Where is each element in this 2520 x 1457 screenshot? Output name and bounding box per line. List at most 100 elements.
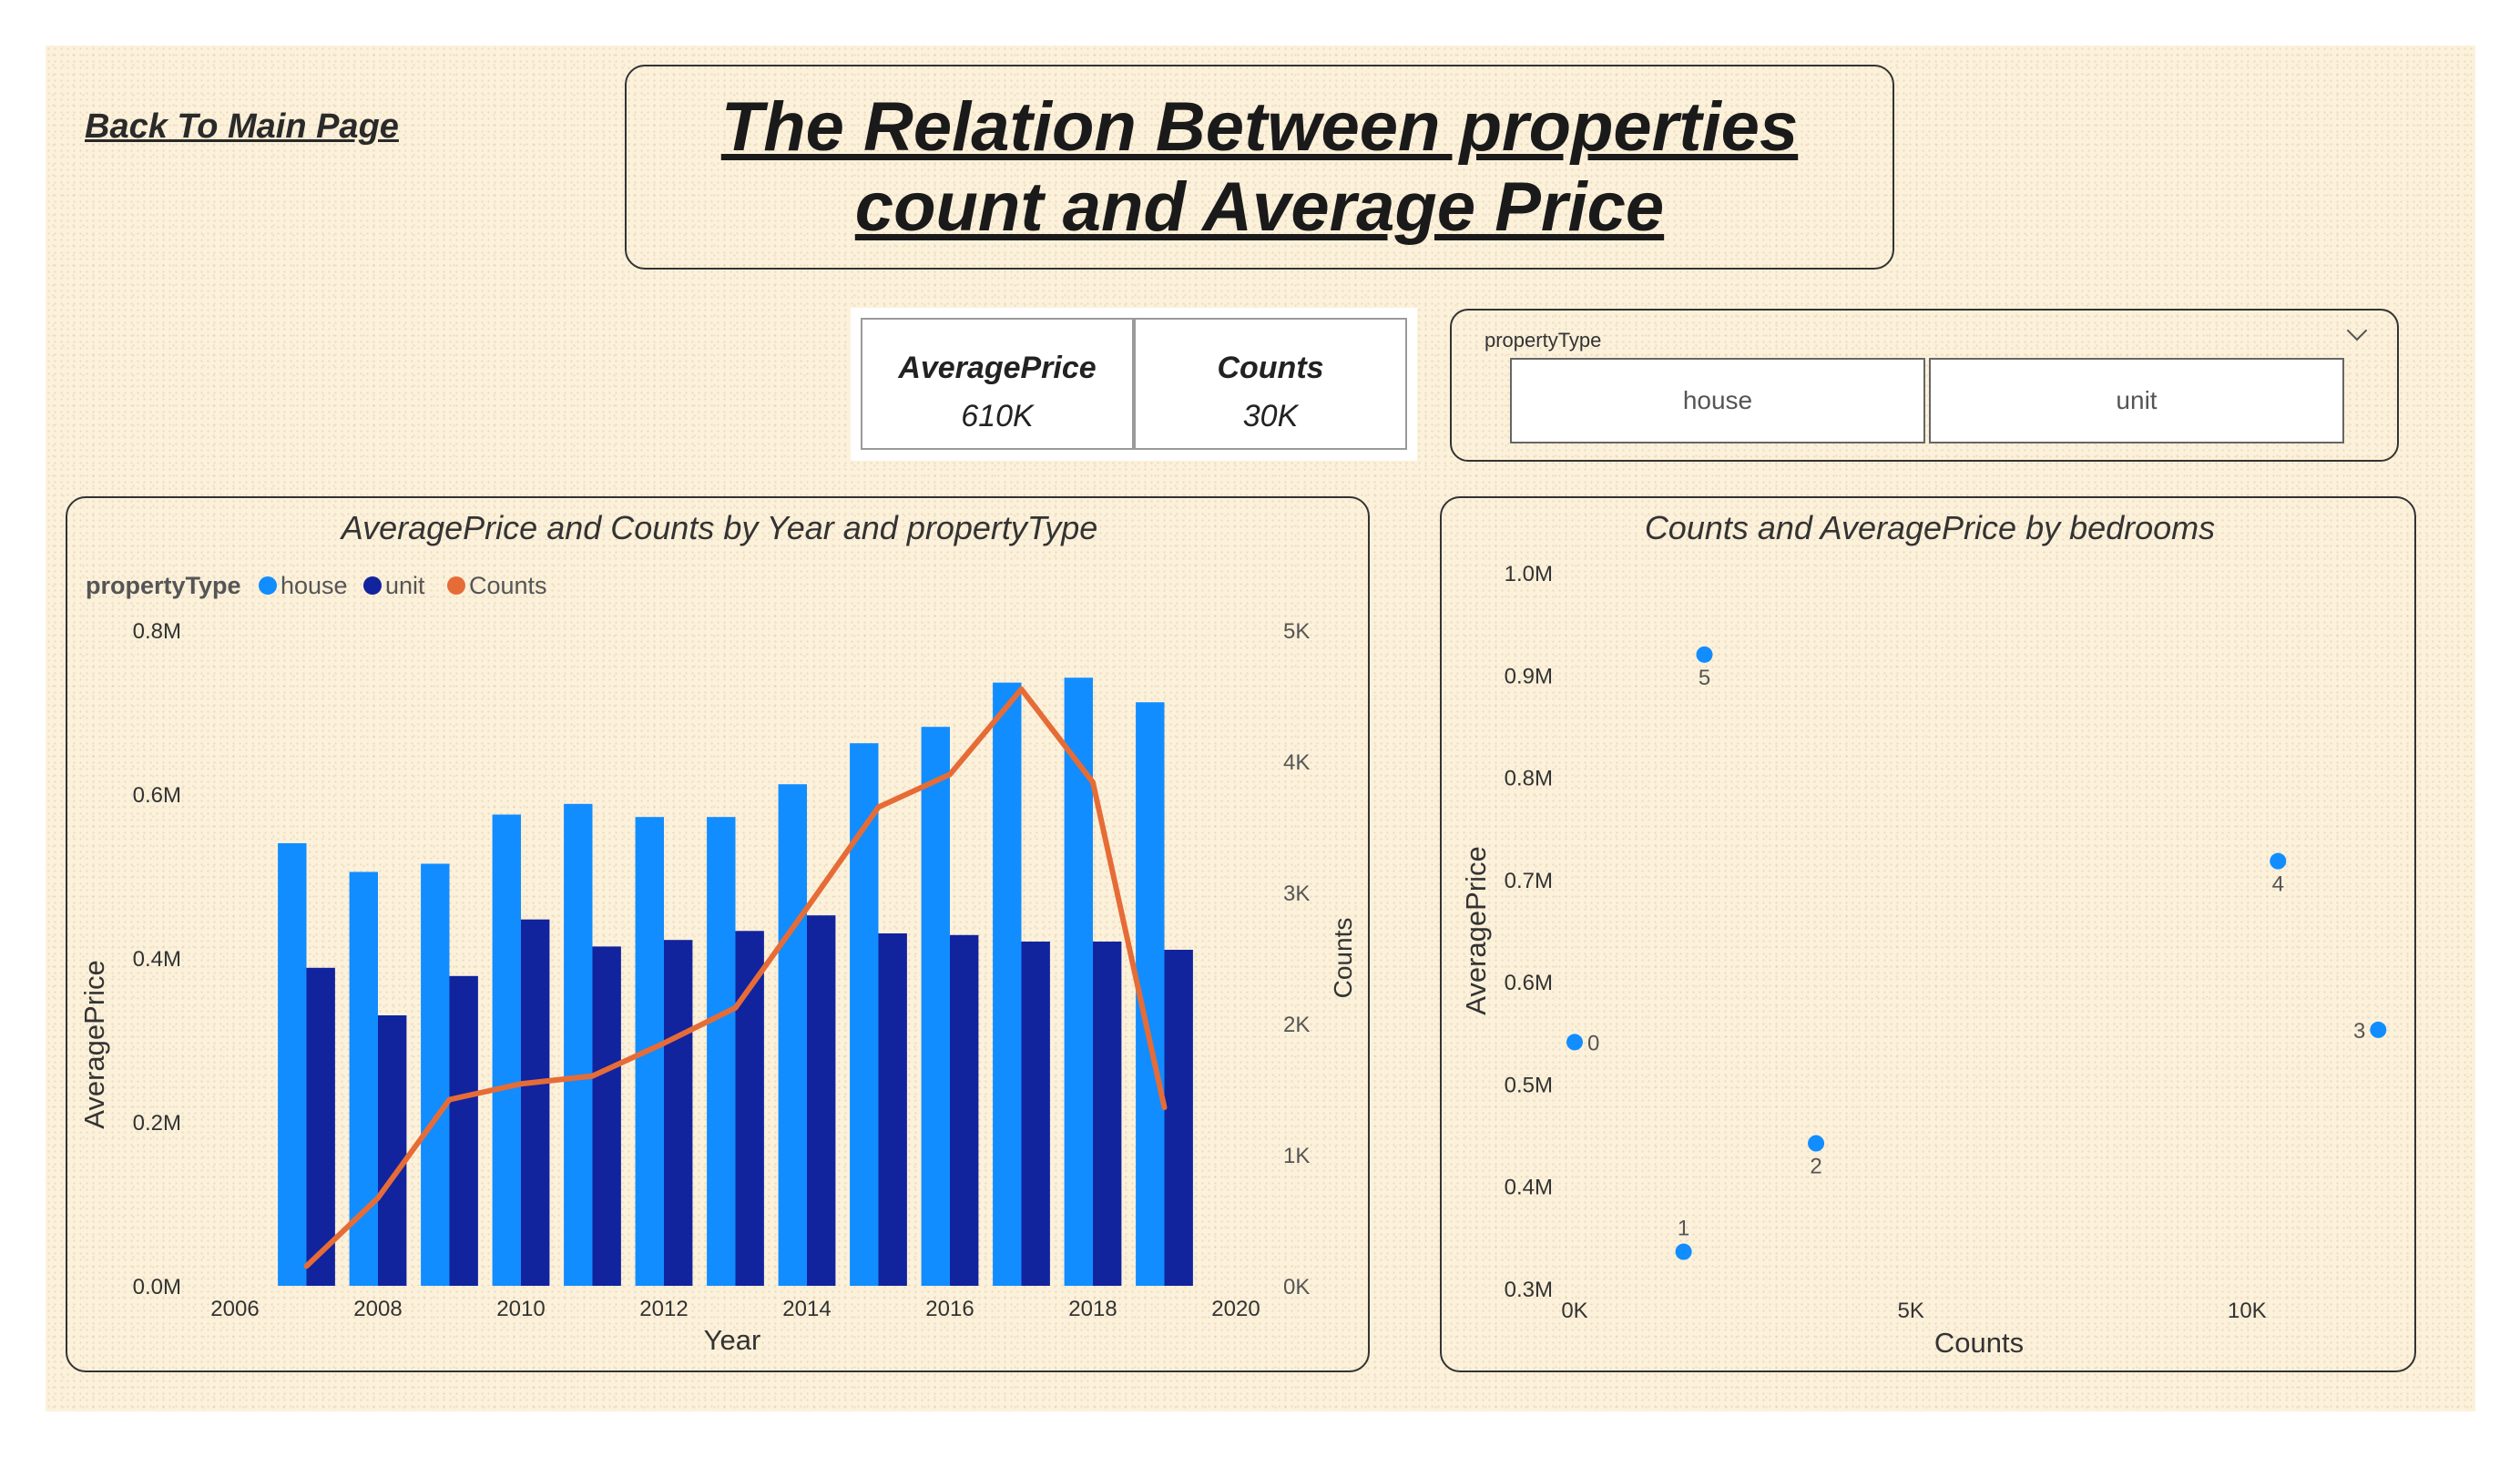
- y2-tick-label: 1K: [1283, 1144, 1310, 1168]
- scatter-point: [1808, 1135, 1825, 1152]
- scatter-chart: Counts and AveragePrice by bedrooms 0.3M…: [1460, 509, 2387, 1359]
- kpi-value: 30K: [1242, 399, 1299, 433]
- y2-tick-label: 5K: [1283, 619, 1310, 644]
- x-tick-label: 2008: [353, 1297, 402, 1321]
- scatter-point: [1696, 646, 1713, 663]
- x-tick-label: 2012: [639, 1297, 688, 1321]
- y2-tick-label: 0K: [1283, 1275, 1310, 1299]
- y-tick-label: 0.0M: [133, 1275, 181, 1299]
- point-label: 2: [1810, 1155, 1821, 1179]
- title-box: The Relation Between properties count an…: [625, 65, 1894, 270]
- bar-unit: [1021, 942, 1050, 1286]
- x-tick-label: 2018: [1068, 1297, 1117, 1321]
- combo-chart: AveragePrice and Counts by Year and prop…: [78, 509, 1357, 1356]
- y-tick-label: 0.6M: [1505, 971, 1553, 995]
- y-tick-label: 0.6M: [133, 783, 181, 808]
- back-to-main-link[interactable]: Back To Main Page: [85, 107, 399, 146]
- y-tick-label: 0.7M: [1505, 869, 1553, 893]
- chart-title: AveragePrice and Counts by Year and prop…: [340, 509, 1098, 546]
- x-tick-label: 2020: [1211, 1297, 1260, 1321]
- bar-unit: [664, 940, 693, 1286]
- legend: house unit Counts: [259, 572, 547, 599]
- x-tick-label: 2010: [496, 1297, 545, 1321]
- bar-unit: [807, 915, 836, 1286]
- y-axis-label: AveragePrice: [1460, 846, 1492, 1015]
- y-tick-label: 0.3M: [1505, 1278, 1553, 1302]
- scatter-point: [2270, 852, 2287, 870]
- slicer-option-unit[interactable]: unit: [1929, 358, 2344, 443]
- bar-house: [850, 743, 879, 1286]
- x-axis-label: Year: [704, 1324, 761, 1356]
- y-tick-label: 0.9M: [1505, 664, 1553, 688]
- y-tick-label: 0.5M: [1505, 1073, 1553, 1097]
- slicer-option-house[interactable]: house: [1510, 358, 1925, 443]
- x-tick-label: 2006: [210, 1297, 259, 1321]
- legend-marker-unit: [363, 576, 382, 595]
- kpi-label: Counts: [1217, 351, 1324, 385]
- point-label: 5: [1699, 666, 1710, 690]
- bar-house: [564, 803, 593, 1286]
- bar-unit: [521, 919, 550, 1286]
- legend-label-counts: Counts: [469, 572, 547, 599]
- bar-unit: [449, 975, 478, 1286]
- property-type-slicer: propertyType house unit: [1450, 309, 2399, 462]
- legend-title: propertyType: [86, 572, 241, 599]
- bar-house: [707, 817, 736, 1286]
- bar-house: [349, 871, 378, 1286]
- bar-unit: [1164, 950, 1193, 1286]
- legend-marker-counts: [447, 576, 465, 595]
- bar-unit: [592, 946, 621, 1286]
- y2-tick-label: 2K: [1283, 1013, 1310, 1037]
- kpi-average-price: AveragePrice 610K: [861, 318, 1134, 450]
- bar-house: [993, 682, 1022, 1286]
- y-tick-label: 0.4M: [1505, 1176, 1553, 1200]
- bar-house: [421, 863, 450, 1286]
- chart-title: Counts and AveragePrice by bedrooms: [1645, 509, 2215, 546]
- slicer-title: propertyType: [1484, 329, 1602, 352]
- point-label: 4: [2272, 872, 2284, 897]
- kpi-card: AveragePrice 610K Counts 30K: [851, 308, 1417, 461]
- bar-unit: [378, 1015, 407, 1286]
- legend-marker-house: [259, 576, 277, 595]
- y2-tick-label: 3K: [1283, 881, 1310, 906]
- bar-unit: [306, 967, 335, 1286]
- bar-house: [778, 784, 807, 1286]
- bar-house: [278, 843, 307, 1286]
- scatter-point: [2370, 1021, 2387, 1038]
- x-tick-label: 0K: [1561, 1299, 1587, 1323]
- x-axis-label: Counts: [1934, 1327, 2024, 1359]
- bar-house: [492, 814, 521, 1286]
- point-label: 3: [2353, 1019, 2365, 1044]
- y-tick-label: 0.4M: [133, 947, 181, 972]
- point-label: 1: [1678, 1217, 1689, 1241]
- scatter-chart-panel: Counts and AveragePrice by bedrooms 0.3M…: [1440, 496, 2416, 1372]
- x-tick-label: 2016: [925, 1297, 974, 1321]
- bar-house: [1064, 678, 1093, 1286]
- point-label: 0: [1587, 1031, 1599, 1055]
- bar-unit: [1093, 942, 1122, 1286]
- page-title: The Relation Between properties count an…: [720, 87, 1799, 246]
- bar-unit: [950, 934, 979, 1286]
- y2-tick-label: 4K: [1283, 750, 1310, 775]
- legend-label-unit: unit: [385, 572, 425, 599]
- kpi-value: 610K: [961, 399, 1034, 433]
- x-tick-label: 2014: [782, 1297, 831, 1321]
- line-counts: [303, 686, 1168, 1269]
- chevron-down-icon[interactable]: [2346, 320, 2368, 341]
- y-tick-label: 0.2M: [133, 1111, 181, 1136]
- y-tick-label: 0.8M: [1505, 767, 1553, 791]
- legend-label-house: house: [281, 572, 348, 599]
- kpi-counts: Counts 30K: [1134, 318, 1407, 450]
- combo-chart-panel: AveragePrice and Counts by Year and prop…: [66, 496, 1370, 1372]
- x-tick-label: 5K: [1897, 1299, 1923, 1323]
- scatter-point: [1675, 1243, 1692, 1260]
- y2-axis-label: Counts: [1329, 918, 1357, 999]
- y-tick-label: 1.0M: [1505, 562, 1553, 586]
- x-tick-label: 10K: [2228, 1299, 2267, 1323]
- scatter-point: [1566, 1034, 1583, 1051]
- bar-unit: [878, 933, 907, 1286]
- bar-house: [921, 727, 950, 1286]
- y-tick-label: 0.8M: [133, 619, 181, 644]
- y-axis-label: AveragePrice: [78, 960, 110, 1129]
- kpi-label: AveragePrice: [898, 351, 1097, 385]
